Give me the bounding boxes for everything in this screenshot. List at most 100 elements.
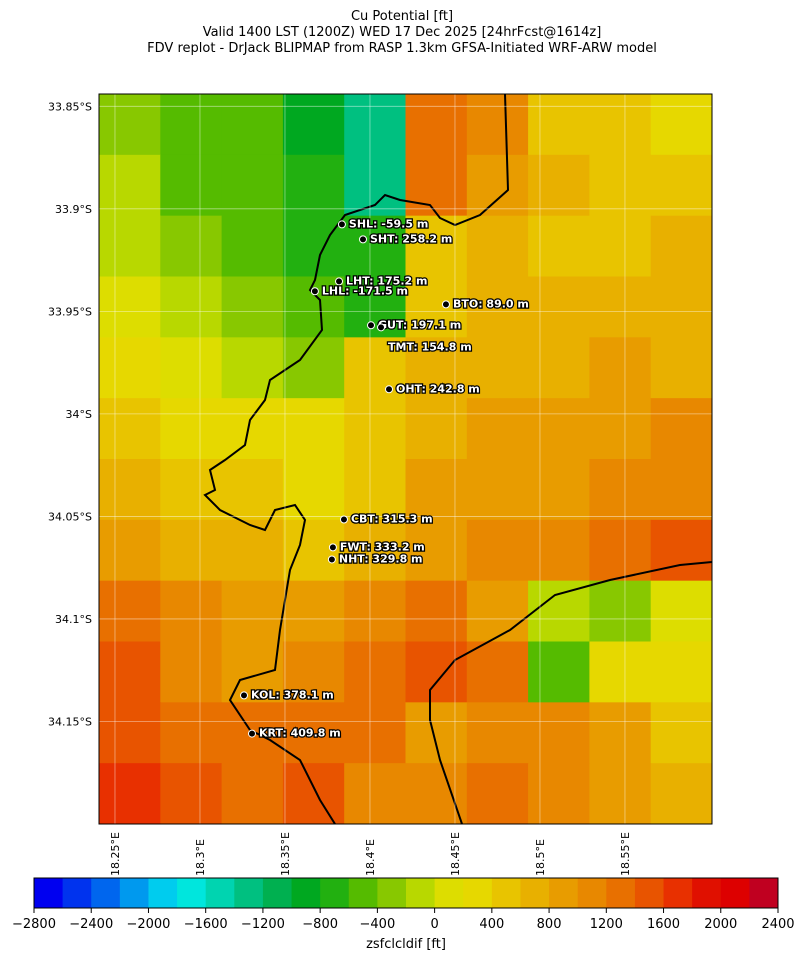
colorbar-swatch [749, 878, 779, 908]
cell [160, 398, 223, 460]
cell [589, 580, 652, 642]
cell [344, 337, 406, 399]
cell [405, 459, 468, 521]
y-tick-label: 34.05°S [48, 510, 92, 523]
cell [221, 94, 284, 156]
cell [282, 337, 345, 399]
map-frame [98, 93, 713, 825]
colorbar-tick-label: 400 [479, 917, 504, 932]
cell [650, 519, 712, 582]
colorbar-tick-label: 2400 [761, 917, 794, 932]
cell [405, 641, 468, 703]
cell [221, 154, 284, 217]
cell [282, 215, 345, 277]
cell [160, 580, 223, 642]
colorbar-tick-label: −2400 [69, 917, 113, 932]
x-tick-label: 18.4°E [364, 839, 377, 876]
station-dot [359, 235, 368, 244]
cell [344, 519, 406, 582]
cell [282, 641, 345, 703]
colorbar-tick-label: 1200 [590, 917, 623, 932]
colorbar-swatch [91, 878, 121, 908]
cell [344, 702, 406, 764]
colorbar-tick-label: −1200 [241, 917, 285, 932]
cell [99, 154, 161, 217]
cell [589, 154, 652, 217]
cell [160, 702, 223, 764]
station-label: GUT: 197.1 m [378, 318, 461, 331]
cell [221, 337, 284, 399]
station-label: LHL: -171.5 m [322, 284, 408, 297]
cell [528, 763, 590, 824]
cell [221, 215, 284, 277]
cell [466, 519, 529, 582]
y-tick-label: 34.15°S [48, 715, 92, 728]
colorbar-tick-label: −800 [302, 917, 338, 932]
station-dot [247, 729, 256, 738]
station-label: OHT: 242.8 m [396, 382, 480, 395]
cell [221, 580, 284, 642]
field [99, 94, 712, 824]
colorbar-frame [33, 877, 779, 909]
colorbar-label: zsfclcldif [ft] [366, 937, 446, 952]
station-label: KOL: 378.1 m [251, 688, 334, 701]
station-dot [339, 515, 348, 524]
cell [466, 580, 529, 642]
colorbar-tick-label: −2000 [126, 917, 170, 932]
cell [344, 763, 406, 824]
cell [282, 154, 345, 217]
cell [528, 702, 590, 764]
colorbar-tick-label: 0 [430, 917, 438, 932]
cell [589, 337, 652, 399]
station-label: KRT: 409.8 m [259, 727, 341, 740]
station-dot [310, 287, 319, 296]
cell [221, 641, 284, 703]
cell [528, 459, 590, 521]
cell [650, 215, 712, 277]
cell [221, 519, 284, 582]
cell [650, 641, 712, 703]
cell [650, 337, 712, 399]
cell [344, 580, 406, 642]
colorbar-swatch [463, 878, 493, 908]
cell [282, 276, 345, 338]
x-tick-label: 18.45°E [449, 832, 462, 876]
station-label: TMT: 154.8 m [388, 340, 472, 353]
colorbar-swatch [491, 878, 521, 908]
colorbar-swatch [62, 878, 92, 908]
cell [282, 94, 345, 156]
colorbar-swatch [634, 878, 665, 908]
colorbar-swatch [119, 878, 149, 908]
cell [344, 94, 406, 156]
y-tick-label: 34.1°S [55, 613, 92, 626]
station-dot [335, 277, 344, 286]
y-tick-label: 33.95°S [48, 305, 92, 318]
cell [528, 580, 590, 642]
cell [650, 702, 712, 764]
cell [589, 641, 652, 703]
x-tick-label: 18.3°E [194, 839, 207, 876]
cell [589, 215, 652, 277]
cell [160, 763, 223, 824]
station-dot [441, 300, 450, 309]
cell [99, 641, 161, 703]
colorbar-swatch [148, 878, 178, 908]
cell [589, 519, 652, 582]
colorbar-tick-label: 800 [537, 917, 562, 932]
colorbar-swatch [549, 878, 579, 908]
cell [405, 276, 468, 338]
station-label: LHT: 175.2 m [346, 274, 427, 287]
cell [466, 702, 529, 764]
cell [282, 763, 345, 824]
cell [466, 276, 529, 338]
cell [466, 641, 529, 703]
colorbar-swatch [434, 878, 464, 908]
station-dot [240, 691, 249, 700]
cell [466, 337, 529, 399]
title: Valid 1400 LST (1200Z) WED 17 Dec 2025 [… [203, 25, 602, 40]
cell [405, 215, 468, 277]
cell [282, 702, 345, 764]
cell [466, 459, 529, 521]
colorbar-swatch [720, 878, 750, 908]
x-tick-label: 18.5°E [534, 839, 547, 876]
